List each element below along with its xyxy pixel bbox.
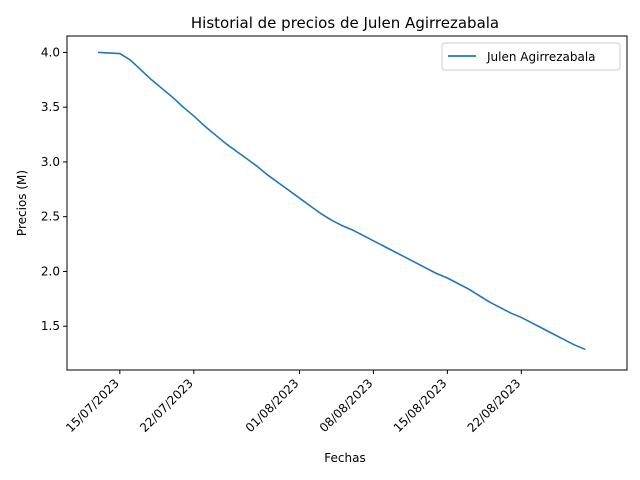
y-axis-label: Precios (M) (15, 170, 29, 236)
legend-box (441, 42, 621, 71)
legend-label-julen-agirrezabala: Julen Agirrezabala (486, 50, 596, 64)
y-tick-label: 4.0 (41, 45, 60, 59)
x-tick-label: 22/08/2023 (465, 376, 524, 435)
plot-frame (66, 35, 628, 371)
y-tick-label: 3.0 (41, 155, 60, 169)
y-axis-ticks: 1.5 2.0 2.5 3.0 3.5 4.0 (41, 45, 67, 333)
y-tick-label: 2.0 (41, 264, 60, 278)
legend: Julen Agirrezabala (441, 42, 621, 71)
x-axis-ticks: 15/07/2023 22/07/2023 01/08/2023 08/08/2023… (63, 370, 523, 435)
x-axis-label: Fechas (324, 451, 365, 465)
y-tick-label: 3.5 (41, 100, 60, 114)
x-tick-label: 22/07/2023 (137, 376, 196, 435)
y-tick-label: 1.5 (41, 319, 60, 333)
x-tick-label: 15/08/2023 (391, 376, 450, 435)
y-tick-label: 2.5 (41, 210, 60, 224)
x-tick-label: 15/07/2023 (63, 376, 122, 435)
series-layer (97, 51, 586, 350)
x-tick-label: 01/08/2023 (243, 376, 302, 435)
series-line-julen-agirrezabala (97, 51, 586, 350)
plot-area (66, 35, 628, 371)
chart-title: Historial de precios de Julen Agirrezaba… (191, 14, 499, 32)
x-tick-label: 08/08/2023 (317, 376, 376, 435)
